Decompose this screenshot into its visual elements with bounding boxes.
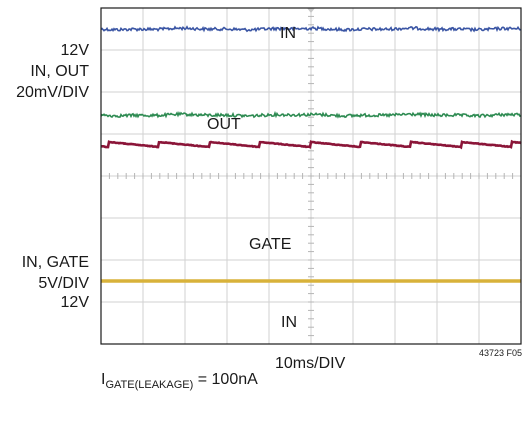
in-out-scale-label: 20mV/DIV	[16, 84, 89, 101]
in-out-channel-label: IN, OUT	[30, 63, 89, 80]
trace-in-0	[100, 25, 522, 33]
trace-out-1	[100, 110, 522, 119]
trace-label-gate: GATE	[249, 236, 292, 253]
trace-label-in-bottom: IN	[281, 314, 297, 331]
in-gate-scale-label: 5V/DIV	[38, 275, 89, 292]
figure-id: 43723 F05	[478, 348, 522, 358]
caption-value: = 100nA	[197, 371, 258, 388]
plot-border	[100, 7, 522, 345]
in-gate-level-label: 12V	[60, 294, 89, 311]
trigger-marker	[307, 8, 315, 13]
trace-label-out: OUT	[207, 116, 241, 133]
trace-gate-2	[100, 139, 522, 150]
scope-grid	[100, 7, 522, 345]
in-out-level-label: 12V	[60, 42, 89, 59]
caption-subscript: GATE(LEAKAGE)	[105, 379, 194, 391]
trace-label-in-top: IN	[280, 25, 296, 42]
scope-traces	[100, 25, 522, 283]
caption: IGATE(LEAKAGE) = 100nA	[101, 370, 258, 391]
in-gate-channel-label: IN, GATE	[21, 254, 89, 271]
timebase-label: 10ms/DIV	[275, 355, 346, 372]
caption-symbol: I	[101, 371, 106, 388]
